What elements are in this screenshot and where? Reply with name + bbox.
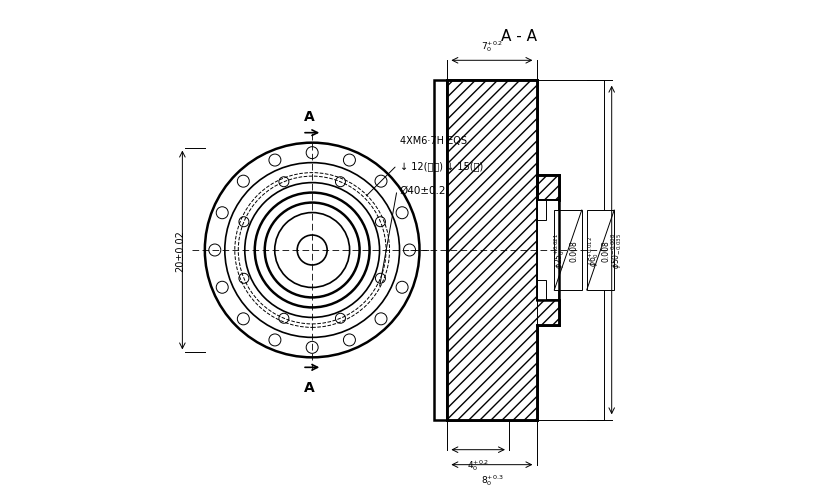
Text: $4^{+0.2}_{0}$: $4^{+0.2}_{0}$ — [467, 457, 489, 472]
Text: $\phi50^{-0.008}_{-0.035}$: $\phi50^{-0.008}_{-0.035}$ — [609, 232, 624, 269]
Polygon shape — [537, 201, 560, 300]
Text: $\phi25^{+0.021}_{0}$: $\phi25^{+0.021}_{0}$ — [552, 232, 566, 269]
Polygon shape — [555, 210, 581, 291]
Text: 0.008: 0.008 — [570, 239, 579, 262]
Polygon shape — [537, 281, 546, 300]
Text: 20±0.02: 20±0.02 — [175, 229, 185, 272]
Text: A: A — [305, 380, 315, 394]
Polygon shape — [447, 81, 560, 420]
Text: $7^{+0.2}_{0}$: $7^{+0.2}_{0}$ — [481, 39, 503, 54]
Text: A: A — [305, 110, 315, 123]
Text: A - A: A - A — [502, 29, 537, 44]
Polygon shape — [537, 201, 546, 220]
Text: 4XM6·7H EQS: 4XM6·7H EQS — [399, 136, 466, 146]
Polygon shape — [447, 81, 560, 420]
Text: ↓ 12(螺纹) ↓ 15(孔): ↓ 12(螺纹) ↓ 15(孔) — [399, 161, 482, 171]
Text: $\phi6^{+0.012}_{0}$: $\phi6^{+0.012}_{0}$ — [586, 235, 601, 266]
Text: 0.008: 0.008 — [602, 239, 610, 262]
Polygon shape — [586, 210, 614, 291]
Text: Ø40±0.2: Ø40±0.2 — [399, 186, 446, 196]
Text: $8^{+0.3}_{0}$: $8^{+0.3}_{0}$ — [481, 472, 503, 487]
